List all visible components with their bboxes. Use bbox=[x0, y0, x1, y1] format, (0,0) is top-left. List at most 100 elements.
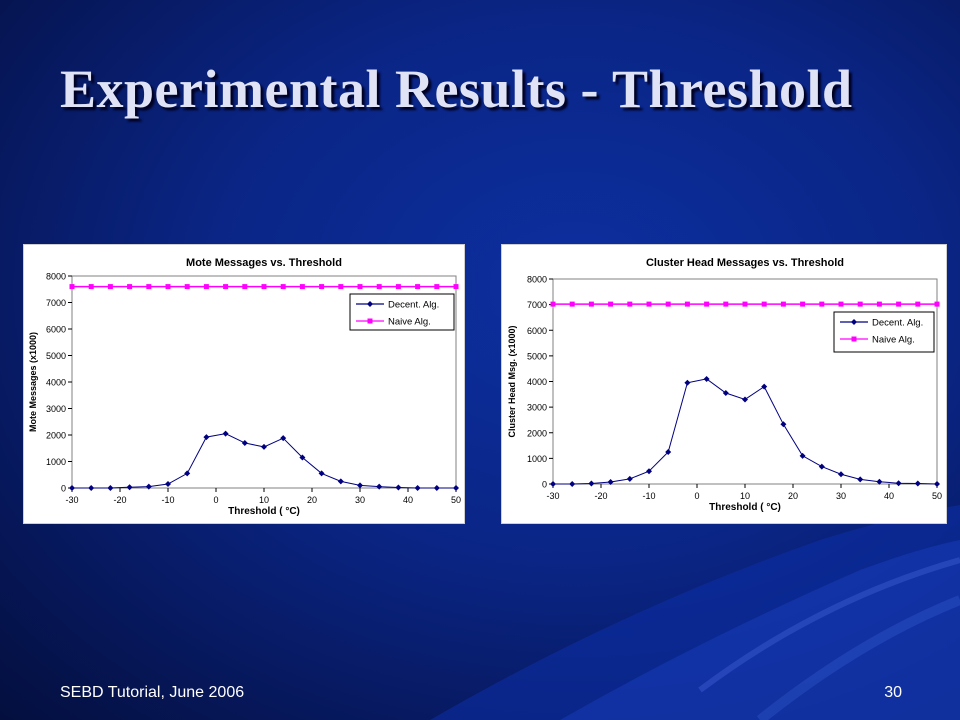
y-axis-label: Cluster Head Msg. (x1000) bbox=[507, 325, 517, 437]
data-point-decent bbox=[241, 439, 248, 446]
data-point-naive bbox=[896, 301, 902, 307]
x-axis-label: Threshold ( °C) bbox=[228, 506, 300, 517]
y-axis-label: Mote Messages (x1000) bbox=[28, 332, 38, 432]
cluster-head-messages-chart: Cluster Head Messages vs. Threshold 0 1000… bbox=[501, 244, 947, 524]
x-tick-label: -20 bbox=[594, 491, 607, 501]
page-number: 30 bbox=[884, 684, 902, 701]
y-tick-label: 2000 bbox=[46, 431, 66, 441]
data-point-naive bbox=[223, 284, 229, 290]
data-point-decent bbox=[569, 481, 576, 487]
data-point-naive bbox=[127, 284, 133, 290]
y-tick-label: 6000 bbox=[46, 325, 66, 335]
data-point-naive bbox=[761, 301, 767, 307]
data-point-decent bbox=[107, 485, 114, 491]
data-point-decent bbox=[126, 484, 133, 491]
y-tick-label: 6000 bbox=[527, 326, 547, 336]
data-point-decent bbox=[145, 483, 152, 490]
data-point-naive bbox=[934, 301, 940, 307]
x-tick-label: 50 bbox=[932, 491, 942, 501]
data-point-naive bbox=[627, 301, 633, 307]
data-point-naive bbox=[88, 284, 94, 290]
data-point-decent bbox=[914, 480, 921, 487]
data-point-naive bbox=[665, 301, 671, 307]
data-point-naive bbox=[338, 284, 344, 290]
data-point-decent bbox=[876, 478, 883, 485]
data-point-naive bbox=[203, 284, 209, 290]
data-point-naive bbox=[569, 301, 575, 307]
y-tick-label: 5000 bbox=[527, 351, 547, 361]
chart-title: Mote Messages vs. Threshold bbox=[186, 257, 342, 269]
y-tick-label: 4000 bbox=[46, 378, 66, 388]
data-point-naive bbox=[69, 284, 75, 290]
data-point-naive bbox=[742, 301, 748, 307]
data-point-decent bbox=[550, 481, 556, 487]
data-point-naive bbox=[357, 284, 363, 290]
x-tick-label: -30 bbox=[65, 495, 78, 505]
data-point-decent bbox=[799, 452, 806, 459]
x-tick-label: -10 bbox=[161, 495, 174, 505]
data-point-naive bbox=[280, 284, 286, 290]
y-tick-label: 8000 bbox=[527, 275, 547, 285]
data-point-decent bbox=[780, 421, 787, 428]
data-point-naive bbox=[588, 301, 594, 307]
data-point-naive bbox=[319, 284, 325, 290]
y-tick-label: 7000 bbox=[46, 298, 66, 308]
data-point-naive bbox=[876, 301, 882, 307]
x-axis-label: Threshold ( °C) bbox=[709, 502, 781, 513]
data-point-decent bbox=[895, 480, 902, 487]
data-point-naive bbox=[550, 301, 556, 307]
data-point-decent bbox=[722, 390, 729, 397]
footer-text: SEBD Tutorial, June 2006 bbox=[60, 684, 245, 701]
y-tick-label: 0 bbox=[542, 480, 547, 490]
data-point-naive bbox=[704, 301, 710, 307]
cluster-head-messages-chart-svg: Cluster Head Messages vs. Threshold 0 1000… bbox=[507, 257, 942, 513]
y-tick-label: 4000 bbox=[527, 377, 547, 387]
data-point-naive bbox=[780, 301, 786, 307]
y-tick-label: 3000 bbox=[46, 404, 66, 414]
data-point-naive bbox=[146, 284, 152, 290]
data-point-naive bbox=[608, 301, 614, 307]
x-tick-label: 0 bbox=[694, 491, 699, 501]
chart-title: Cluster Head Messages vs. Threshold bbox=[646, 257, 844, 269]
data-point-decent bbox=[69, 485, 75, 491]
y-tick-label: 8000 bbox=[46, 272, 66, 282]
data-point-naive bbox=[299, 284, 305, 290]
x-tick-label: 10 bbox=[259, 495, 269, 505]
x-tick-label: -10 bbox=[642, 491, 655, 501]
data-point-naive bbox=[819, 301, 825, 307]
data-point-decent bbox=[646, 468, 652, 475]
legend-label: Decent. Alg. bbox=[388, 300, 439, 311]
x-tick-label: -20 bbox=[113, 495, 126, 505]
y-tick-label: 2000 bbox=[527, 428, 547, 438]
data-point-decent bbox=[222, 430, 229, 437]
data-point-decent bbox=[607, 478, 614, 485]
data-point-decent bbox=[395, 484, 402, 491]
y-tick-label: 5000 bbox=[46, 351, 66, 361]
data-point-decent bbox=[626, 475, 633, 482]
legend-box bbox=[833, 311, 935, 353]
x-tick-label: -30 bbox=[546, 491, 559, 501]
data-point-decent bbox=[684, 379, 691, 386]
data-point-naive bbox=[434, 284, 440, 290]
data-point-decent bbox=[433, 485, 440, 491]
data-point-naive bbox=[915, 301, 921, 307]
data-point-decent bbox=[838, 471, 844, 478]
data-point-decent bbox=[761, 383, 768, 390]
data-point-naive bbox=[646, 301, 652, 307]
y-tick-label: 7000 bbox=[527, 300, 547, 310]
x-tick-label: 30 bbox=[355, 495, 365, 505]
legend-label: Decent. Alg. bbox=[872, 318, 923, 329]
data-point-naive bbox=[857, 301, 863, 307]
x-tick-label: 30 bbox=[836, 491, 846, 501]
data-point-decent bbox=[742, 396, 748, 403]
legend-marker-naive bbox=[851, 336, 857, 342]
data-point-decent bbox=[88, 485, 95, 491]
x-tick-label: 20 bbox=[788, 491, 798, 501]
data-point-decent bbox=[376, 483, 383, 490]
data-point-decent bbox=[818, 463, 825, 470]
data-point-decent bbox=[665, 448, 672, 455]
legend-label: Naive Alg. bbox=[872, 335, 915, 346]
data-point-decent bbox=[203, 434, 210, 441]
data-point-naive bbox=[723, 301, 729, 307]
